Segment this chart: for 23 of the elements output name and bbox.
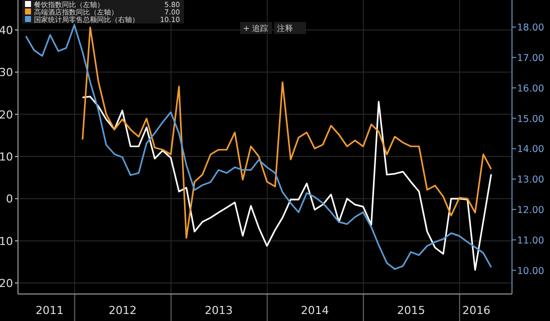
y2-tick-label: 10.00: [517, 266, 544, 277]
x-tick-label: 2013: [204, 304, 233, 317]
y2-tick-label: 12.00: [517, 204, 544, 216]
x-tick-label: 2012: [108, 304, 137, 317]
y2-tick-label: 16.00: [517, 83, 544, 94]
x-tick-label: 2014: [300, 304, 329, 317]
y2-tick-label: 15.00: [517, 114, 544, 125]
y-tick-label: 30: [0, 66, 13, 80]
annotation: + 追踪: [243, 24, 268, 33]
y2-tick-label: 11.00: [517, 235, 544, 246]
y2-tick-label: 14.00: [517, 144, 544, 156]
y-tick-label: 10: [0, 150, 13, 164]
x-tick-label: 2015: [397, 304, 426, 317]
y-tick-label: 0: [6, 192, 13, 206]
annotation: 注释: [277, 24, 293, 33]
y2-tick-label: 17.00: [517, 52, 544, 64]
y-tick-label: 20: [0, 108, 13, 122]
y-tick-label: 20: [0, 277, 13, 290]
x-tick-label: 2016: [462, 304, 490, 317]
x-tick-label: 2011: [36, 304, 64, 317]
y2-tick-label: 18.00: [517, 22, 544, 34]
y-tick-label: 10: [0, 234, 13, 248]
y2-tick-label: 13.00: [517, 174, 544, 186]
